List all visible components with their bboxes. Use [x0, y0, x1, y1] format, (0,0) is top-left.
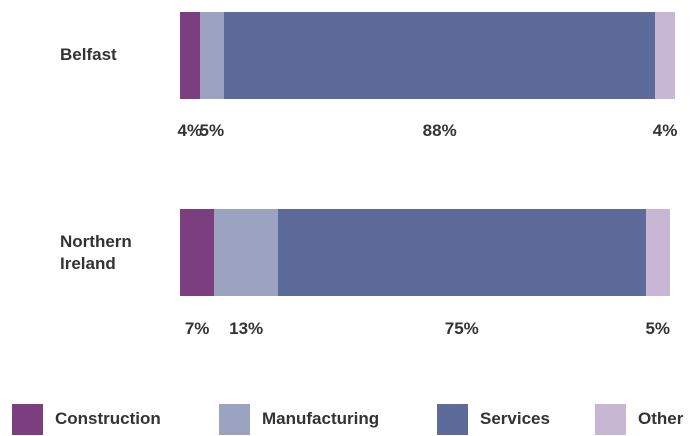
- category-label-northern-ireland: Northern Ireland: [60, 232, 132, 273]
- chart-legend: Construction Manufacturing Services Other: [12, 402, 696, 436]
- bar-segment-belfast-other: [655, 12, 675, 99]
- bar-segment-belfast-construction: [180, 12, 200, 99]
- data-label-belfast-other: 4%: [652, 121, 678, 140]
- bar-segment-northern-ireland-other: [645, 209, 670, 296]
- bar-segment-belfast-manufacturing: [199, 12, 225, 99]
- legend-swatch-manufacturing: [219, 403, 250, 435]
- data-label-belfast-services: 88%: [422, 121, 457, 140]
- legend-swatch-construction: [12, 403, 43, 435]
- legend-label-construction: Construction: [55, 409, 161, 428]
- data-label-northern-ireland-manufacturing: 13%: [229, 319, 264, 338]
- category-label-belfast: Belfast: [60, 45, 117, 64]
- bar-segment-belfast-services: [224, 12, 656, 99]
- legend-label-other: Other: [638, 409, 684, 428]
- data-label-northern-ireland-services: 75%: [444, 319, 479, 338]
- legend-item-other: Other: [595, 402, 683, 436]
- legend-label-services: Services: [480, 409, 550, 428]
- data-label-belfast-construction: 4%: [177, 121, 203, 140]
- legend-item-construction: Construction: [12, 402, 161, 436]
- legend-item-services: Services: [437, 402, 550, 436]
- data-label-northern-ireland-other: 5%: [645, 319, 671, 338]
- bar-segment-northern-ireland-services: [278, 209, 646, 296]
- legend-swatch-other: [595, 403, 626, 435]
- bar-segment-northern-ireland-manufacturing: [214, 209, 278, 296]
- data-label-belfast-manufacturing: 5%: [199, 121, 225, 140]
- legend-label-manufacturing: Manufacturing: [262, 409, 380, 428]
- data-label-northern-ireland-construction: 7%: [184, 319, 210, 338]
- legend-item-manufacturing: Manufacturing: [219, 402, 379, 436]
- legend-swatch-services: [437, 403, 468, 435]
- bar-segment-northern-ireland-construction: [180, 209, 215, 296]
